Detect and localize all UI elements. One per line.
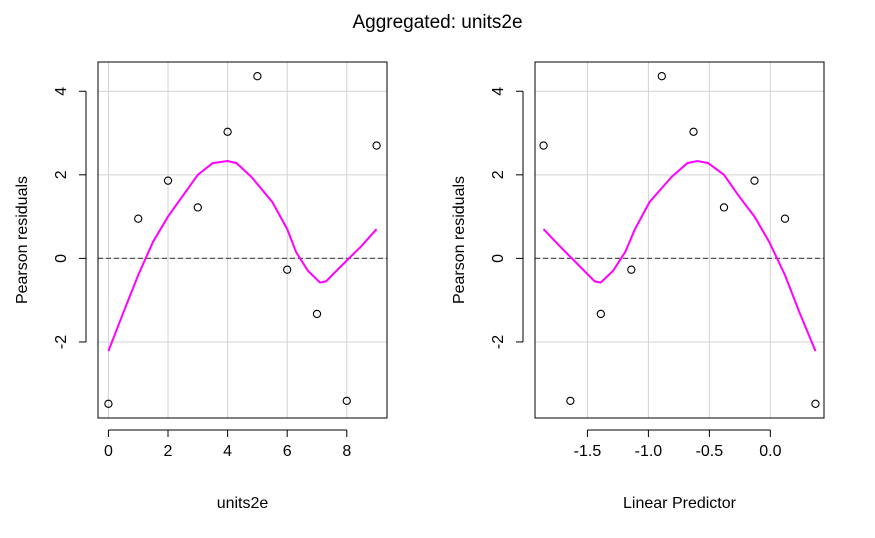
data-point <box>566 396 575 406</box>
x-tick-label: -1.5 <box>574 443 602 460</box>
x-tick-label: 0.0 <box>759 443 781 460</box>
y-tick-label: 0 <box>53 254 70 263</box>
x-tick-label: -0.5 <box>696 443 724 460</box>
data-point <box>134 214 143 223</box>
figure-title: Aggregated: units2e <box>352 12 523 33</box>
data-point <box>539 141 548 150</box>
x-tick-label: 0 <box>104 443 113 460</box>
y-tick-label: 4 <box>490 87 507 96</box>
data-point <box>750 176 759 185</box>
plot-frame <box>534 61 825 419</box>
data-point <box>719 203 729 212</box>
data-point <box>223 127 232 136</box>
data-point <box>657 72 666 81</box>
x-axis-title: units2e <box>217 495 269 512</box>
y-tick-label: 0 <box>490 254 507 263</box>
data-point <box>689 127 698 136</box>
data-point <box>372 141 381 150</box>
smooth-curve <box>542 159 817 352</box>
panel-2: -1.5 -1.0 -0.5 0.0 -2 0 2 4 Linear Predictor Pear… <box>451 61 825 512</box>
y-tick-label: -2 <box>53 335 70 349</box>
x-tick-label: 2 <box>164 443 173 460</box>
data-point <box>253 72 262 81</box>
data-point <box>342 396 351 406</box>
data-point <box>163 176 173 185</box>
data-point <box>193 203 202 212</box>
y-tick-label: 2 <box>53 170 70 179</box>
data-point <box>627 265 636 274</box>
plot-frame <box>97 61 388 419</box>
panel-1: 0 2 4 6 8 -2 0 2 4 units2e Pearson residuals <box>14 61 388 512</box>
data-point <box>596 309 605 319</box>
y-tick-label: -2 <box>490 335 507 349</box>
data-point <box>104 399 113 408</box>
y-tick-label: 2 <box>490 170 507 179</box>
data-point <box>283 265 292 274</box>
x-tick-label: 8 <box>342 443 351 460</box>
x-tick-label: -1.0 <box>635 443 663 460</box>
x-axis-title: Linear Predictor <box>623 495 737 512</box>
y-axis-title: Pearson residuals <box>14 176 31 304</box>
data-point <box>811 399 820 408</box>
smooth-curve <box>107 159 378 352</box>
data-point <box>780 214 790 223</box>
data-point <box>312 309 322 319</box>
x-tick-label: 4 <box>223 443 232 460</box>
y-axis-title: Pearson residuals <box>451 176 468 304</box>
y-tick-label: 4 <box>53 87 70 96</box>
x-tick-label: 6 <box>283 443 292 460</box>
